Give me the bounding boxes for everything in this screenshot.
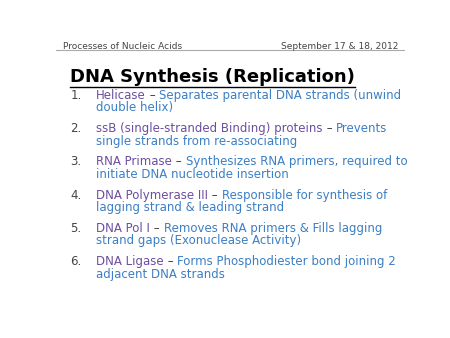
Text: –: – <box>146 89 159 102</box>
Text: –: – <box>150 222 164 235</box>
Text: 3.: 3. <box>70 155 81 168</box>
Text: Helicase: Helicase <box>96 89 146 102</box>
Text: Removes RNA primers & Fills lagging: Removes RNA primers & Fills lagging <box>164 222 382 235</box>
Text: DNA Pol I: DNA Pol I <box>96 222 150 235</box>
Text: –: – <box>323 122 336 135</box>
Text: DNA Polymerase III: DNA Polymerase III <box>96 189 208 202</box>
Text: Responsible for synthesis of: Responsible for synthesis of <box>222 189 387 202</box>
Text: 1.: 1. <box>70 89 81 102</box>
Text: RNA Primase: RNA Primase <box>96 155 172 168</box>
Text: double helix): double helix) <box>96 101 174 114</box>
Text: –: – <box>208 189 222 202</box>
Text: Synthesizes RNA primers, required to: Synthesizes RNA primers, required to <box>185 155 407 168</box>
Text: ssB (single-stranded Binding) proteins: ssB (single-stranded Binding) proteins <box>96 122 323 135</box>
Text: 5.: 5. <box>70 222 81 235</box>
Text: Processes of Nucleic Acids: Processes of Nucleic Acids <box>63 42 182 51</box>
Text: strand gaps (Exonuclease Activity): strand gaps (Exonuclease Activity) <box>96 235 302 247</box>
Text: 4.: 4. <box>70 189 81 202</box>
Text: –: – <box>172 155 185 168</box>
Text: DNA Ligase: DNA Ligase <box>96 255 164 268</box>
Text: Prevents: Prevents <box>336 122 387 135</box>
Text: adjacent DNA strands: adjacent DNA strands <box>96 268 225 281</box>
Text: DNA Synthesis (Replication): DNA Synthesis (Replication) <box>70 68 355 86</box>
Text: –: – <box>164 255 177 268</box>
Text: September 17 & 18, 2012: September 17 & 18, 2012 <box>281 42 398 51</box>
Text: single strands from re-associating: single strands from re-associating <box>96 135 297 147</box>
Text: initiate DNA nucleotide insertion: initiate DNA nucleotide insertion <box>96 168 289 181</box>
Text: Forms Phosphodiester bond joining 2: Forms Phosphodiester bond joining 2 <box>177 255 396 268</box>
Text: lagging strand & leading strand: lagging strand & leading strand <box>96 201 284 214</box>
Text: 2.: 2. <box>70 122 81 135</box>
Text: 6.: 6. <box>70 255 81 268</box>
Text: Separates parental DNA strands (unwind: Separates parental DNA strands (unwind <box>159 89 401 102</box>
